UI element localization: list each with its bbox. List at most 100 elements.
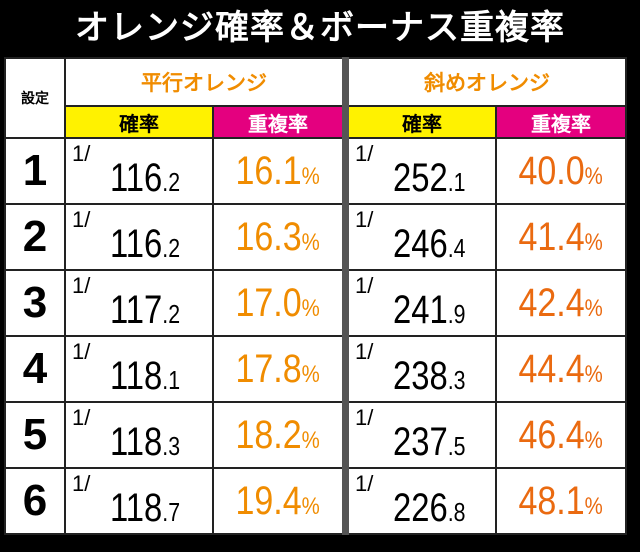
fraction-mark: 1/: [355, 141, 374, 166]
right-probability: 1/246.4: [344, 203, 497, 271]
prob-dec: .4: [447, 233, 466, 263]
right-overlap-header: 重複率: [495, 105, 627, 139]
pct-sign: %: [585, 360, 604, 388]
setting-number: 1: [4, 137, 66, 205]
fraction-mark: 1/: [72, 207, 91, 232]
pct-value: 46.4: [518, 412, 586, 457]
fraction-mark: 1/: [72, 141, 91, 166]
left-probability: 1/116.2: [64, 203, 214, 271]
prob-int: 238: [393, 354, 448, 398]
fraction-mark: 1/: [72, 405, 91, 430]
pct-sign: %: [585, 162, 604, 190]
pct-sign: %: [302, 228, 321, 256]
prob-int: 118: [110, 420, 163, 464]
fraction-mark: 1/: [72, 339, 91, 364]
prob-dec: .2: [162, 299, 181, 329]
table-row: 2 1/116.2 16.3% 1/246.4 41.4%: [4, 203, 627, 271]
setting-number: 6: [4, 467, 66, 535]
prob-int: 118: [110, 354, 163, 398]
pct-sign: %: [302, 162, 321, 190]
prob-dec: .8: [447, 497, 466, 527]
pct-sign: %: [302, 492, 321, 520]
prob-int: 246: [393, 222, 448, 266]
right-overlap-rate: 44.4%: [495, 335, 627, 403]
right-prob-header: 確率: [344, 105, 497, 139]
left-overlap-rate: 17.0%: [212, 269, 349, 337]
prob-int: 241: [393, 288, 448, 332]
right-probability: 1/238.3: [344, 335, 497, 403]
pct-value: 16.1: [235, 148, 303, 193]
right-overlap-rate: 46.4%: [495, 401, 627, 469]
prob-dec: .9: [447, 299, 466, 329]
pct-value: 17.0: [235, 280, 303, 325]
table-row: 4 1/118.1 17.8% 1/238.3 44.4%: [4, 335, 627, 403]
prob-int: 226: [393, 486, 448, 530]
right-probability: 1/252.1: [344, 137, 497, 205]
prob-dec: .7: [162, 497, 181, 527]
pct-value: 17.8: [235, 346, 303, 391]
left-overlap-rate: 17.8%: [212, 335, 349, 403]
left-overlap-rate: 16.3%: [212, 203, 349, 271]
prob-dec: .1: [447, 167, 466, 197]
pct-value: 16.3: [235, 214, 303, 259]
table-row: 5 1/118.3 18.2% 1/237.5 46.4%: [4, 401, 627, 469]
left-probability: 1/118.7: [64, 467, 214, 535]
left-probability: 1/117.2: [64, 269, 214, 337]
pct-sign: %: [302, 426, 321, 454]
left-overlap-rate: 19.4%: [212, 467, 349, 535]
prob-int: 118: [110, 486, 163, 530]
group-parallel-orange: 平行オレンジ: [64, 57, 349, 107]
prob-int: 116: [110, 156, 163, 200]
right-overlap-rate: 42.4%: [495, 269, 627, 337]
setting-number: 4: [4, 335, 66, 403]
prob-int: 237: [393, 420, 448, 464]
setting-number: 2: [4, 203, 66, 271]
setting-number: 5: [4, 401, 66, 469]
fraction-mark: 1/: [355, 339, 374, 364]
pct-sign: %: [302, 360, 321, 388]
prob-dec: .3: [162, 431, 181, 461]
group-diagonal-orange: 斜めオレンジ: [344, 57, 627, 107]
left-probability: 1/118.3: [64, 401, 214, 469]
table-row: 3 1/117.2 17.0% 1/241.9 42.4%: [4, 269, 627, 337]
right-overlap-rate: 48.1%: [495, 467, 627, 535]
left-probability: 1/116.2: [64, 137, 214, 205]
right-overlap-rate: 41.4%: [495, 203, 627, 271]
prob-dec: .2: [162, 233, 181, 263]
pct-value: 40.0: [518, 148, 586, 193]
pct-value: 48.1: [518, 478, 586, 523]
left-probability: 1/118.1: [64, 335, 214, 403]
fraction-mark: 1/: [355, 471, 374, 496]
pct-value: 42.4: [518, 280, 586, 325]
pct-sign: %: [585, 426, 604, 454]
prob-dec: .2: [162, 167, 181, 197]
fraction-mark: 1/: [355, 207, 374, 232]
prob-int: 116: [110, 222, 163, 266]
fraction-mark: 1/: [72, 471, 91, 496]
pct-sign: %: [302, 294, 321, 322]
right-probability: 1/226.8: [344, 467, 497, 535]
prob-int: 117: [110, 288, 163, 332]
prob-int: 252: [393, 156, 448, 200]
pct-value: 19.4: [235, 478, 303, 523]
left-overlap-header: 重複率: [212, 105, 349, 139]
left-overlap-rate: 16.1%: [212, 137, 349, 205]
fraction-mark: 1/: [355, 273, 374, 298]
fraction-mark: 1/: [355, 405, 374, 430]
prob-dec: .1: [162, 365, 181, 395]
right-probability: 1/237.5: [344, 401, 497, 469]
table-row: 6 1/118.7 19.4% 1/226.8 48.1%: [4, 467, 627, 535]
left-overlap-rate: 18.2%: [212, 401, 349, 469]
prob-dec: .5: [447, 431, 466, 461]
right-overlap-rate: 40.0%: [495, 137, 627, 205]
pct-sign: %: [585, 492, 604, 520]
pct-sign: %: [585, 228, 604, 256]
page-title: オレンジ確率＆ボーナス重複率: [75, 9, 565, 47]
pct-value: 44.4: [518, 346, 586, 391]
right-probability: 1/241.9: [344, 269, 497, 337]
setting-header: 設定: [4, 57, 66, 139]
setting-number: 3: [4, 269, 66, 337]
fraction-mark: 1/: [72, 273, 91, 298]
pct-value: 18.2: [235, 412, 303, 457]
